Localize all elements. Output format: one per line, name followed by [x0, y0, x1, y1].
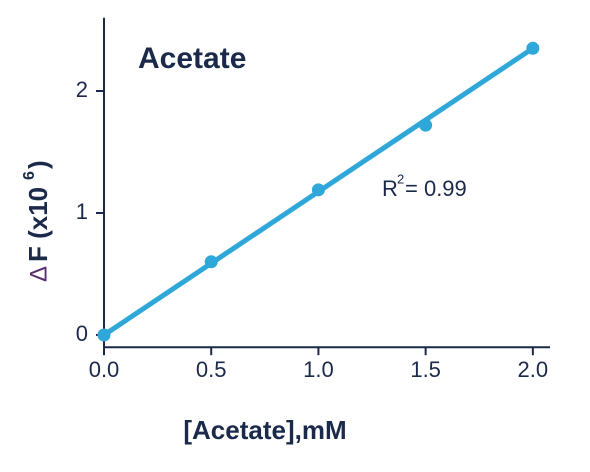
x-tick-label: 1.5	[410, 357, 441, 382]
data-point	[419, 118, 433, 132]
data-point	[526, 41, 540, 55]
y-label-text: F (x10	[23, 187, 53, 262]
annotation-superscript: 2	[397, 171, 404, 186]
x-tick-label: 0.5	[196, 357, 227, 382]
x-tick-label: 0.0	[89, 357, 120, 382]
y-label-exponent: 6	[21, 171, 38, 180]
data-point	[97, 328, 111, 342]
annotation-rest: = 0.99	[405, 176, 467, 201]
data-point	[311, 183, 325, 197]
y-tick-label: 0	[76, 321, 88, 346]
y-tick-label: 1	[76, 199, 88, 224]
data-point	[204, 255, 218, 269]
y-label-close: )	[23, 160, 53, 169]
annotation-text: R	[382, 176, 398, 201]
x-axis-label: [Acetate],mM	[183, 415, 346, 445]
y-label-symbol: Δ	[25, 266, 52, 282]
x-tick-label: 1.0	[303, 357, 334, 382]
y-axis-label: Δ F (x10 6 )	[21, 160, 53, 282]
annotation: R 2 = 0.99	[382, 171, 467, 200]
x-tick-label: 2.0	[518, 357, 549, 382]
y-tick-label: 2	[76, 77, 88, 102]
chart-title: Acetate	[138, 42, 246, 75]
